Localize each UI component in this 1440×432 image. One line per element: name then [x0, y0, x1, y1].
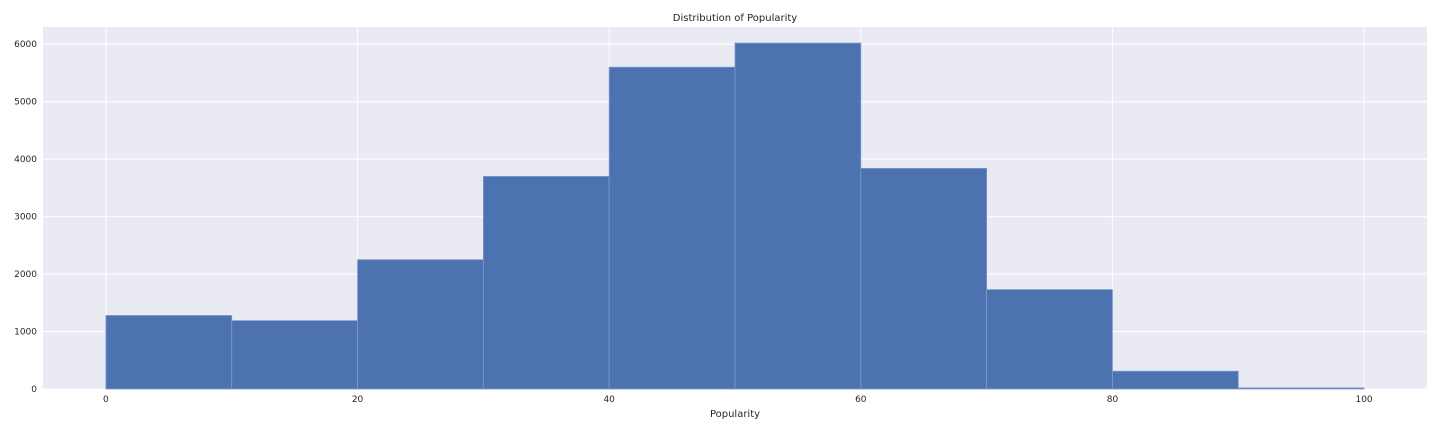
y-tick-label: 2000	[14, 270, 37, 280]
bars	[105, 42, 1365, 390]
y-tick-label: 0	[31, 385, 37, 395]
y-tick-label: 5000	[14, 98, 37, 108]
histogram-bar	[105, 315, 233, 390]
y-tick-label: 3000	[14, 213, 37, 223]
histogram-bar	[482, 175, 610, 390]
x-axis-label: Popularity	[710, 409, 760, 420]
histogram-bar	[734, 42, 862, 390]
x-tick-label: 80	[1107, 395, 1119, 405]
histogram-bar	[608, 66, 736, 390]
chart-title: Distribution of Popularity	[673, 13, 798, 24]
histogram-bar	[986, 289, 1113, 390]
histogram-bar	[860, 167, 988, 390]
x-tick-label: 100	[1355, 395, 1372, 405]
x-tick-label: 20	[352, 395, 364, 405]
histogram-bar	[1112, 370, 1239, 390]
x-tick-label: 60	[855, 395, 867, 405]
histogram-bar	[357, 259, 484, 390]
y-tick-label: 6000	[14, 40, 37, 50]
x-tick-label: 0	[103, 395, 109, 405]
y-tick-label: 4000	[14, 155, 37, 165]
histogram-bar	[231, 320, 358, 390]
histogram-bar	[1237, 387, 1365, 390]
x-tick-label: 40	[603, 395, 615, 405]
y-tick-label: 1000	[14, 328, 37, 338]
